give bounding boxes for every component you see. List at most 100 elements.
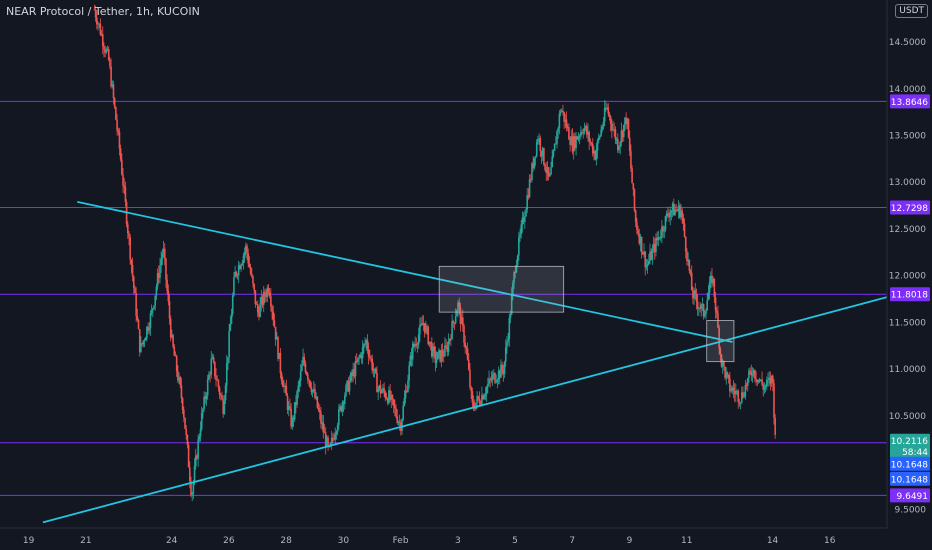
candle-body	[756, 379, 759, 383]
currency-badge[interactable]: USDT	[895, 4, 928, 18]
candle-body	[388, 390, 390, 404]
candle-body	[119, 148, 122, 160]
info-tag-label: 10.1648	[891, 475, 928, 485]
candle-body	[675, 209, 678, 211]
price-tick-label: 13.0000	[889, 178, 926, 188]
candle-body	[429, 341, 432, 343]
price-tick-label: 11.5000	[889, 318, 926, 328]
candle-body	[636, 221, 638, 230]
candle-body	[97, 23, 99, 25]
candle-body	[369, 356, 371, 358]
candle-body	[433, 346, 436, 352]
candle-body	[694, 290, 697, 294]
candle-body	[699, 308, 701, 309]
candle-body	[402, 405, 405, 420]
candle-body	[199, 428, 202, 437]
candle-body	[101, 34, 104, 47]
candle-body	[304, 363, 307, 373]
candle-body	[501, 364, 503, 371]
price-tick-label: 12.0000	[889, 272, 926, 282]
candle-body	[234, 271, 236, 278]
candle-body	[219, 394, 222, 396]
candle-body	[529, 179, 532, 181]
candle-body	[347, 380, 350, 392]
candle-body	[118, 131, 121, 149]
price-tick-label: 14.5000	[889, 38, 926, 48]
candle-body	[701, 304, 704, 305]
candle-body	[359, 354, 362, 358]
candle-body	[516, 255, 519, 266]
candle-body	[720, 354, 723, 367]
candle-body	[104, 49, 106, 53]
candle-body	[451, 321, 453, 340]
candle-body	[715, 310, 718, 313]
candle-body	[373, 368, 376, 371]
boxes-layer	[438, 265, 735, 363]
candle-body	[696, 301, 699, 309]
candle-body	[725, 372, 728, 378]
candle-body	[544, 164, 546, 170]
candle-body	[113, 98, 116, 108]
candle-body	[149, 313, 152, 329]
candle-body	[341, 402, 344, 412]
candle-body	[732, 387, 735, 391]
candle-body	[537, 139, 539, 143]
candle-body	[179, 377, 182, 386]
candle-body	[335, 431, 338, 435]
candle-body	[320, 412, 322, 424]
candle-body	[283, 385, 285, 387]
candle-body	[346, 380, 348, 386]
candle-body	[361, 346, 364, 359]
candle-body	[436, 352, 439, 360]
candle-body	[254, 290, 257, 305]
candle-body	[192, 481, 195, 494]
candle-body	[227, 356, 229, 364]
candle-body	[479, 403, 482, 405]
candle-body	[771, 375, 774, 384]
candle-body	[550, 167, 552, 175]
candle-body	[454, 316, 457, 324]
candle-body	[546, 167, 549, 173]
candle-body	[159, 265, 161, 278]
candle-body	[584, 126, 587, 128]
candle-body	[332, 437, 334, 439]
candle-body	[496, 380, 499, 382]
candle-body	[541, 147, 544, 157]
candle-body	[262, 291, 265, 305]
candle-body	[124, 186, 127, 202]
candle-body	[669, 212, 672, 218]
candle-body	[657, 237, 660, 241]
candle-body	[210, 358, 213, 375]
candle-body	[293, 402, 296, 420]
candle-body	[638, 234, 641, 244]
candle-body	[333, 438, 335, 440]
candle-body	[240, 265, 242, 269]
candle-body	[299, 371, 302, 381]
candle-body	[173, 346, 176, 356]
candle-body	[510, 294, 513, 315]
trendlines-layer	[42, 200, 888, 524]
candle-body	[557, 128, 559, 132]
candle-body	[363, 344, 365, 347]
candle-body	[355, 360, 358, 362]
candle-body	[766, 379, 768, 386]
candle-body	[570, 136, 573, 145]
candle-body	[407, 380, 409, 392]
candle-body	[653, 243, 656, 253]
price-tag-label: 11.8018	[891, 291, 928, 301]
candle-body	[239, 265, 241, 269]
candle-body	[503, 361, 506, 374]
candle-body	[198, 436, 201, 440]
candle-body	[158, 272, 160, 278]
candle-body	[272, 311, 275, 321]
candle-body	[206, 379, 209, 396]
candle-body	[667, 213, 669, 216]
candle-body	[371, 358, 374, 371]
candles-layer	[93, 4, 776, 502]
candle-body	[224, 385, 227, 401]
candle-body	[172, 335, 174, 347]
candle-body	[690, 272, 693, 291]
